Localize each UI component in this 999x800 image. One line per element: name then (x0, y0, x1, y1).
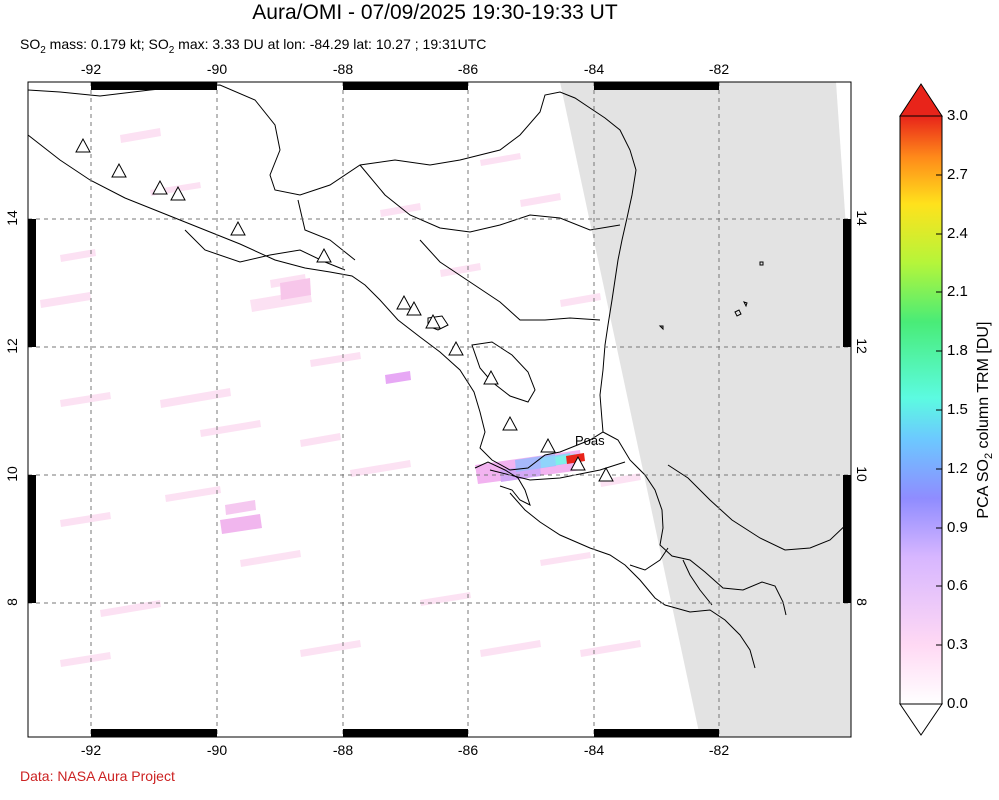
data-credit: Data: NASA Aura Project (20, 768, 175, 784)
map-title: Aura/OMI - 07/09/2025 19:30-19:33 UT (252, 1, 618, 24)
volcano-icon (396, 294, 412, 310)
colorbar-label: 3.0 (947, 107, 968, 124)
lat-tick-left: 14 (4, 210, 20, 226)
volcano-icon (598, 466, 614, 482)
volcano-icon (75, 137, 91, 153)
volcano-icon (406, 300, 422, 316)
graticule (28, 82, 851, 737)
lon-tick-top: -88 (332, 61, 354, 77)
volcano-label-poas: Poas (575, 433, 605, 448)
lat-tick-right: 14 (854, 210, 870, 226)
no-data-region (560, 82, 851, 737)
lon-tick-top: -92 (80, 61, 102, 77)
colorbar-label: 1.8 (947, 342, 968, 359)
lon-tick-bottom: -82 (708, 742, 730, 758)
volcano-icon (111, 162, 127, 178)
colorbar-label: 0.6 (947, 577, 968, 594)
colorbar-over-arrow (899, 83, 943, 117)
map-border-bars (28, 82, 851, 737)
volcano-icon (570, 455, 586, 471)
colorbar-under-arrow (899, 703, 943, 736)
lon-tick-top: -90 (206, 61, 228, 77)
lake-nicaragua (471, 341, 536, 403)
coastlines-borders (28, 84, 851, 669)
volcano-icon (316, 247, 332, 263)
islands (658, 261, 764, 331)
colorbar-label: 2.1 (947, 283, 968, 300)
colorbar-label: 2.7 (947, 166, 968, 183)
volcano-icon (502, 415, 518, 431)
lon-tick-bottom: -92 (80, 742, 102, 758)
volcano-icon (540, 437, 556, 453)
colorbar-label: 1.5 (947, 401, 968, 418)
lat-tick-right: 12 (854, 338, 870, 354)
colorbar-label: 0.0 (947, 695, 968, 712)
volcano-markers (75, 137, 614, 482)
lon-tick-bottom: -86 (457, 742, 479, 758)
colorbar-ramp (899, 115, 943, 705)
lon-tick-top: -86 (457, 61, 479, 77)
lon-tick-bottom: -90 (206, 742, 228, 758)
volcano-icon (170, 185, 186, 201)
colorbar-label: 1.2 (947, 460, 968, 477)
lon-tick-top: -84 (583, 61, 605, 77)
volcano-icon (483, 369, 499, 385)
so2-summary: SO2 mass: 0.179 kt; SO2 max: 3.33 DU at … (20, 36, 487, 56)
colorbar-title: PCA SO2 column TRM [DU] (974, 321, 996, 519)
lat-tick-left: 10 (4, 466, 20, 482)
colorbar-label: 2.4 (947, 225, 968, 242)
colorbar-label: 0.3 (947, 636, 968, 653)
lat-tick-right: 10 (854, 466, 870, 482)
volcano-icon (152, 179, 168, 195)
colorbar-label: 0.9 (947, 519, 968, 536)
volcano-icon (230, 220, 246, 236)
volcano-icon (448, 340, 464, 356)
colorbar (899, 83, 943, 736)
lat-tick-left: 12 (4, 338, 20, 354)
lon-tick-bottom: -88 (332, 742, 354, 758)
lat-tick-right: 8 (854, 598, 870, 606)
volcano-icon (425, 313, 441, 329)
lon-tick-bottom: -84 (583, 742, 605, 758)
lon-tick-top: -82 (708, 61, 730, 77)
lat-tick-left: 8 (4, 598, 20, 606)
